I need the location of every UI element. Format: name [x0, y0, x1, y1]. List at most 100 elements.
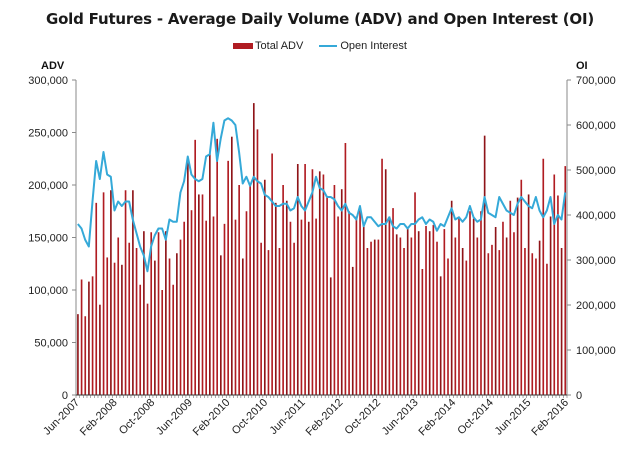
adv-bar [524, 248, 526, 395]
adv-bar [362, 224, 365, 395]
adv-bar [91, 276, 94, 395]
y-left-tick-label: 250,000 [28, 128, 68, 140]
adv-bar [337, 216, 339, 395]
adv-bar [370, 241, 372, 395]
adv-bar [95, 202, 98, 395]
adv-bar [557, 195, 559, 395]
adv-bar [505, 237, 508, 395]
adv-bar [234, 219, 237, 395]
adv-bar [366, 248, 369, 395]
adv-bar [461, 248, 464, 395]
y-right-tick-label: 700,000 [576, 75, 616, 87]
adv-bar [135, 248, 138, 395]
adv-bar [201, 194, 204, 395]
adv-bar [121, 264, 123, 395]
adv-bar [296, 164, 299, 395]
adv-bar [322, 174, 325, 395]
legend-swatch-line [319, 45, 338, 47]
y-right-tick-label: 0 [576, 390, 582, 402]
x-tick-label: Oct-2012 [343, 397, 383, 437]
adv-bar [124, 190, 127, 395]
adv-bar [256, 129, 259, 395]
adv-bar [278, 248, 281, 395]
x-tick-label: Oct-2008 [117, 397, 157, 437]
adv-bar [355, 216, 358, 395]
adv-bar [502, 221, 504, 395]
x-tick-label: Feb-2010 [191, 397, 233, 439]
adv-bar [80, 279, 83, 395]
adv-bar [458, 216, 460, 395]
adv-bar [274, 202, 277, 395]
adv-bar [230, 136, 233, 395]
adv-bar [428, 231, 431, 395]
adv-bar [560, 248, 563, 395]
adv-bar [252, 103, 255, 395]
adv-bar [546, 263, 548, 395]
adv-bar [450, 200, 453, 395]
adv-bar [520, 179, 523, 395]
adv-bar [260, 242, 262, 395]
adv-bar [472, 218, 475, 395]
adv-bar [289, 221, 292, 395]
adv-bar [282, 185, 284, 395]
adv-bar [531, 253, 534, 395]
adv-bar [392, 208, 394, 395]
y-left-tick-label: 50,000 [34, 338, 68, 350]
x-tick-label: Jun-2007 [41, 397, 82, 438]
y-right-tick-label: 600,000 [576, 120, 616, 132]
y-left-tick-label: 150,000 [28, 233, 68, 245]
adv-bar [333, 185, 336, 395]
y-axis-left-title: ADV [41, 60, 65, 72]
adv-bar [403, 248, 405, 395]
adv-bar [417, 231, 420, 395]
adv-bar [187, 158, 189, 395]
adv-bar [245, 211, 248, 395]
adv-bar [406, 227, 409, 395]
adv-bar [447, 258, 449, 395]
adv-bar [209, 153, 211, 395]
adv-bar [172, 284, 175, 395]
adv-bar [535, 258, 537, 395]
y-left-tick-label: 0 [62, 390, 68, 402]
adv-bar [84, 316, 87, 395]
adv-bar [241, 258, 244, 395]
adv-bar [351, 266, 354, 395]
x-tick-label: Jun-2015 [493, 397, 534, 438]
adv-bar [564, 166, 567, 395]
adv-bar [359, 208, 361, 395]
adv-bar [110, 190, 112, 395]
adv-bar [421, 269, 424, 395]
adv-bar [304, 164, 306, 395]
adv-bar [476, 237, 479, 395]
y-left-tick-label: 100,000 [28, 285, 68, 297]
adv-bar [340, 189, 343, 395]
adv-bar [216, 138, 218, 396]
line-group [77, 117, 567, 273]
adv-bar [553, 174, 556, 395]
y-right-tick-label: 200,000 [576, 300, 616, 312]
adv-bar [384, 169, 387, 395]
adv-bar [117, 237, 120, 395]
adv-bar [465, 260, 468, 395]
adv-bar [227, 160, 229, 395]
adv-bar [300, 219, 303, 395]
legend-swatch-bar [233, 43, 254, 49]
x-tick-label: Jun-2011 [267, 397, 307, 437]
x-tick-label: Feb-2016 [529, 397, 571, 439]
adv-bar [223, 223, 226, 395]
adv-bar [150, 232, 153, 395]
adv-bar [348, 211, 350, 395]
adv-bar [542, 158, 545, 395]
y-right-tick-label: 500,000 [576, 165, 616, 177]
adv-bar [113, 262, 116, 395]
adv-bar [498, 250, 501, 395]
legend: Total ADV Open Interest [0, 40, 640, 52]
adv-bar [139, 284, 142, 395]
chart-title: Gold Futures - Average Daily Volume (ADV… [45, 10, 595, 28]
adv-bar [399, 237, 402, 395]
x-tick-label: Feb-2012 [304, 397, 346, 439]
adv-bar [432, 224, 435, 395]
legend-item-open-interest: Open Interest [319, 40, 407, 52]
adv-bar [454, 237, 457, 395]
adv-bar [194, 139, 197, 395]
